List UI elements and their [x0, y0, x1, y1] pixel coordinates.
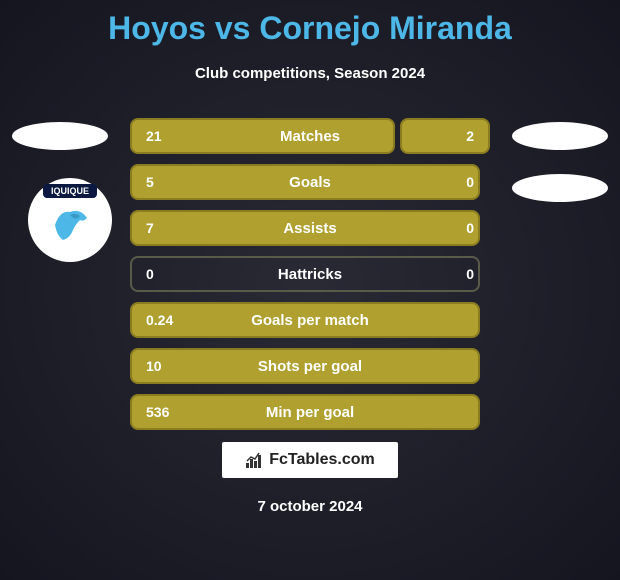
stat-row: Goals per match0.24 — [130, 302, 490, 342]
stat-row: Min per goal536 — [130, 394, 490, 434]
chart-icon — [245, 451, 265, 469]
stat-value-left: 5 — [146, 164, 154, 200]
date-text: 7 october 2024 — [0, 498, 620, 515]
logo-text: FcTables.com — [269, 451, 375, 469]
decorative-ellipse-left — [12, 122, 108, 150]
stat-value-left: 0.24 — [146, 302, 173, 338]
decorative-ellipse-right-1 — [512, 122, 608, 150]
stat-bar-right — [400, 118, 490, 154]
stat-row: Hattricks00 — [130, 256, 490, 296]
stat-bar-empty — [130, 256, 480, 292]
stat-bar — [130, 348, 480, 384]
stat-value-left: 0 — [146, 256, 154, 292]
badge-text: IQUIQUE — [43, 184, 97, 198]
stat-value-left: 7 — [146, 210, 154, 246]
stat-value-left: 10 — [146, 348, 162, 384]
stat-value-right: 0 — [466, 256, 474, 292]
stat-bar — [130, 302, 480, 338]
dragon-icon — [45, 200, 95, 250]
stat-row: Assists70 — [130, 210, 490, 250]
stat-row: Shots per goal10 — [130, 348, 490, 388]
stat-bar — [130, 164, 480, 200]
stat-row: Matches212 — [130, 118, 490, 158]
stats-container: Matches212Goals50Assists70Hattricks00Goa… — [130, 118, 490, 440]
stat-value-right: 2 — [466, 118, 474, 154]
stat-bar-left — [130, 118, 395, 154]
fctables-logo: FcTables.com — [222, 442, 398, 478]
page-subtitle: Club competitions, Season 2024 — [0, 65, 620, 82]
decorative-ellipse-right-2 — [512, 174, 608, 202]
stat-bar — [130, 394, 480, 430]
stat-row: Goals50 — [130, 164, 490, 204]
club-badge: IQUIQUE — [28, 178, 112, 262]
stat-value-left: 21 — [146, 118, 162, 154]
stat-value-left: 536 — [146, 394, 169, 430]
stat-bar — [130, 210, 480, 246]
stat-value-right: 0 — [466, 210, 474, 246]
page-title: Hoyos vs Cornejo Miranda — [0, 0, 620, 47]
stat-value-right: 0 — [466, 164, 474, 200]
